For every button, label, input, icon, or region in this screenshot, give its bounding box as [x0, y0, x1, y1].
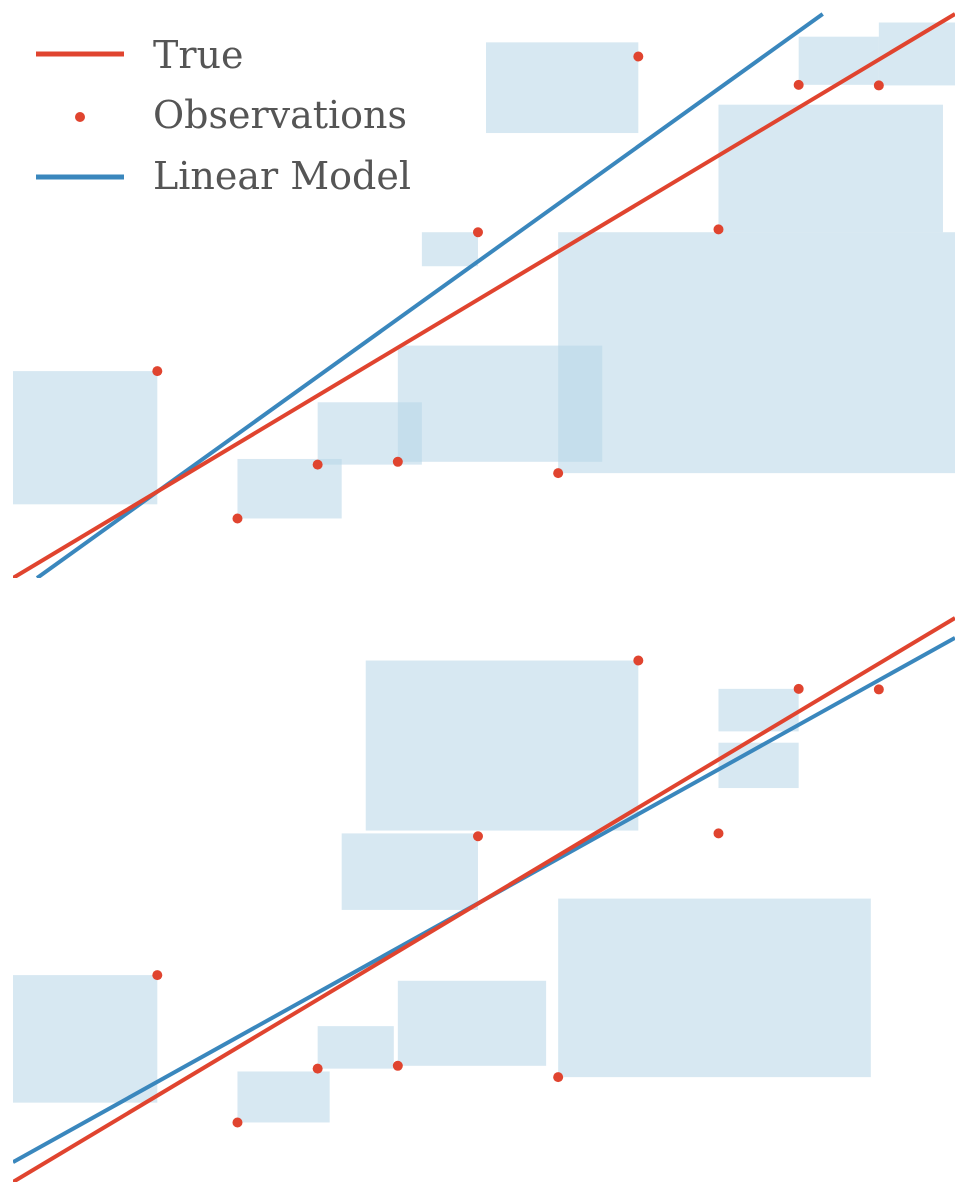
residual-square	[365, 660, 639, 831]
observation-point	[152, 366, 163, 377]
observation-point	[472, 831, 483, 842]
observation-point	[553, 1072, 564, 1083]
observation-point	[392, 1060, 403, 1071]
observation-point	[873, 80, 884, 91]
observation-point	[713, 828, 724, 839]
observation-point	[232, 513, 243, 524]
residual-square	[237, 458, 342, 519]
residual-square	[798, 36, 879, 85]
observation-point	[873, 684, 884, 695]
observation-point	[312, 1063, 323, 1074]
observation-point	[633, 51, 644, 62]
legend-true-label: True	[153, 33, 243, 77]
observation-point	[472, 227, 483, 238]
observation-point	[713, 224, 724, 235]
legend-observations-swatch	[75, 112, 85, 122]
legend-observations-label: Observations	[153, 93, 407, 137]
residual-square	[718, 104, 943, 233]
bottom-panel	[13, 616, 955, 1182]
observation-point	[793, 79, 804, 90]
residual-square	[558, 898, 871, 1078]
residual-square	[558, 232, 955, 474]
residual-square	[237, 1071, 330, 1123]
residual-square	[486, 42, 639, 134]
legend: True Observations Linear Model	[36, 33, 411, 198]
residual-square	[13, 975, 158, 1103]
residual-square	[341, 833, 478, 910]
true-line	[13, 616, 955, 1182]
residual-square	[421, 232, 478, 267]
true-line	[13, 12, 955, 578]
residual-square	[718, 688, 799, 732]
observation-point	[553, 468, 564, 479]
observation-point	[392, 456, 403, 467]
residual-square	[317, 1026, 394, 1069]
residual-square	[397, 980, 547, 1066]
top-panel	[13, 12, 955, 578]
residual-square	[13, 371, 158, 505]
observation-point	[152, 970, 163, 981]
observation-point	[312, 459, 323, 470]
legend-linear-model-label: Linear Model	[153, 154, 411, 198]
observation-point	[633, 655, 644, 666]
observation-point	[232, 1117, 243, 1128]
observation-point	[793, 683, 804, 694]
residual-square	[718, 742, 799, 789]
